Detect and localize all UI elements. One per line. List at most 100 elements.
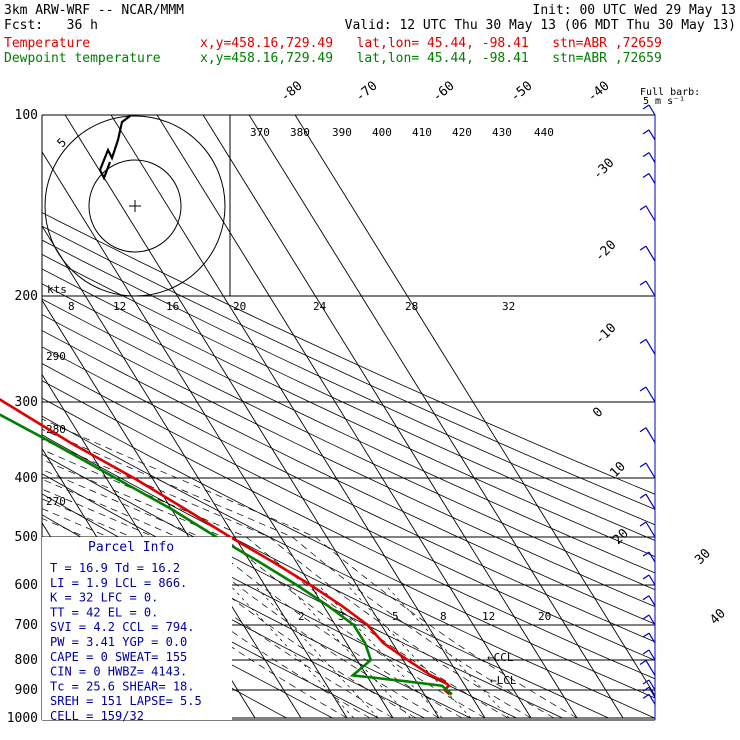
wind-barb — [645, 280, 656, 297]
wind-barb — [648, 649, 656, 661]
hodograph-trace — [98, 115, 131, 181]
mixing-ratio-line — [346, 584, 472, 719]
parcel-info-row: K = 32 LFC = 0. — [50, 591, 158, 605]
dry-adiabat — [42, 115, 655, 719]
mixing-ratio-line — [286, 584, 411, 719]
hodograph-ring-label: 5 — [54, 135, 69, 150]
isotherm — [42, 115, 394, 719]
wind-barb-flag — [642, 551, 650, 557]
mixing-ratio-label: 12 — [482, 610, 495, 623]
theta-label: 380 — [290, 126, 310, 139]
wind-barb-flag — [642, 686, 650, 692]
barb-legend-value: 5 m s⁻¹ — [643, 96, 685, 107]
parcel-info-row: PW = 3.41 YGP = 0.0 — [50, 635, 187, 649]
dry-adiabat — [42, 115, 655, 719]
dry-adiabat — [42, 115, 655, 719]
wind-barb-flag — [642, 152, 650, 158]
wind-barb — [648, 173, 656, 184]
isotherm — [64, 115, 440, 719]
wind-barb-flag — [642, 173, 650, 179]
wind-barb — [645, 462, 656, 479]
wind-barb-flag — [639, 521, 647, 527]
ccl-label: ←CCL — [487, 651, 514, 664]
parcel-info-row: T = 16.9 Td = 16.2 — [50, 561, 180, 575]
hodograph-speed-label: 28 — [405, 300, 418, 313]
forecast-hour: Fcst: 36 h — [4, 18, 98, 33]
hodograph-speed-label: 32 — [502, 300, 515, 313]
temp-tick-label: -10 — [592, 321, 619, 348]
isotherm — [42, 115, 348, 719]
mixing-ratio-line — [385, 584, 510, 719]
wind-barb — [648, 152, 656, 163]
mixing-ratio-label: 20 — [538, 610, 551, 623]
parcel-info-row: SREH = 151 LAPSE= 5.5 — [50, 694, 202, 708]
wind-barb-flag — [642, 632, 650, 638]
wind-barb — [648, 614, 656, 626]
wind-barb — [648, 595, 656, 607]
parcel-info-row: TT = 42 EL = 0. — [50, 605, 158, 619]
isotherm — [248, 115, 624, 719]
wind-barb-flag — [642, 129, 650, 135]
parcel-info-row: CAPE = 0 SWEAT= 155 — [50, 650, 187, 664]
dry-adiabat — [42, 115, 655, 719]
dry-adiabat — [42, 115, 655, 719]
pressure-label: 100 — [15, 108, 38, 123]
theta-label: 420 — [452, 126, 472, 139]
parcel-info-bg — [42, 537, 232, 720]
barb-legend-title: Full barb: — [640, 87, 700, 98]
legend-dewpoint-label: Dewpoint temperature — [4, 51, 161, 66]
temp-tick-label: 40 — [707, 606, 729, 628]
isotherm — [42, 115, 302, 719]
pressure-label: 400 — [15, 471, 38, 486]
theta-label: 290 — [46, 350, 66, 363]
lcl-label: ←LCL — [490, 674, 517, 687]
legend-temperature-label: Temperature — [4, 36, 91, 51]
dewpoint-line — [0, 413, 453, 696]
hodograph-unit: kts — [47, 283, 67, 296]
isotherm — [202, 115, 578, 719]
wind-barb-flag — [639, 338, 647, 344]
wind-barb — [645, 660, 656, 676]
temp-tick-label: -60 — [430, 78, 458, 105]
parcel-info-row: LI = 1.9 LCL = 866. — [50, 576, 187, 590]
model-title: 3km ARW-WRF -- NCAR/MMM — [4, 3, 185, 18]
hodograph-speed-label: 24 — [313, 300, 327, 313]
wind-barb-flag — [642, 614, 650, 620]
parcel-info-row: CIN = 0 HWBZ= 4143. — [50, 665, 187, 679]
parcel-info-row: CELL = 159/32 — [50, 709, 144, 723]
theta-label: 390 — [332, 126, 352, 139]
theta-label: 270 — [46, 495, 66, 508]
wind-barb-flag — [642, 649, 650, 655]
wind-barb-flag — [639, 245, 647, 251]
mixing-ratio-label: 2 — [298, 610, 305, 623]
pressure-label: 900 — [15, 683, 38, 698]
wind-barb — [648, 686, 656, 698]
dry-adiabat — [42, 115, 655, 719]
temp-tick-label: -30 — [590, 156, 617, 183]
isotherm — [110, 115, 486, 719]
mixing-ratio-line — [229, 584, 354, 719]
wind-barb-flag — [639, 427, 647, 433]
pressure-label: 800 — [15, 653, 38, 668]
dry-adiabat — [42, 115, 655, 719]
wind-barb-flag — [639, 462, 647, 468]
isotherm — [156, 115, 532, 719]
wind-barb — [648, 574, 656, 586]
isotherm — [294, 115, 655, 719]
theta-label: 400 — [372, 126, 392, 139]
wind-barb — [648, 679, 656, 691]
wind-barb-flag — [642, 679, 650, 685]
hodograph-speed-label: 12 — [113, 300, 126, 313]
mixing-ratio-label: 5 — [392, 610, 399, 623]
wind-barb — [645, 205, 656, 222]
wind-barb-flag — [639, 493, 647, 499]
theta-label: 370 — [250, 126, 270, 139]
hodograph-speed-label: 20 — [233, 300, 246, 313]
mixing-ratio-label: 8 — [440, 610, 447, 623]
pressure-label: 300 — [15, 395, 38, 410]
temp-tick-label: -50 — [508, 78, 536, 105]
wind-barb — [648, 551, 656, 563]
wind-barb-flag — [642, 574, 650, 580]
init-time: Init: 00 UTC Wed 29 May 13 — [532, 3, 737, 18]
wind-barb — [648, 104, 656, 116]
